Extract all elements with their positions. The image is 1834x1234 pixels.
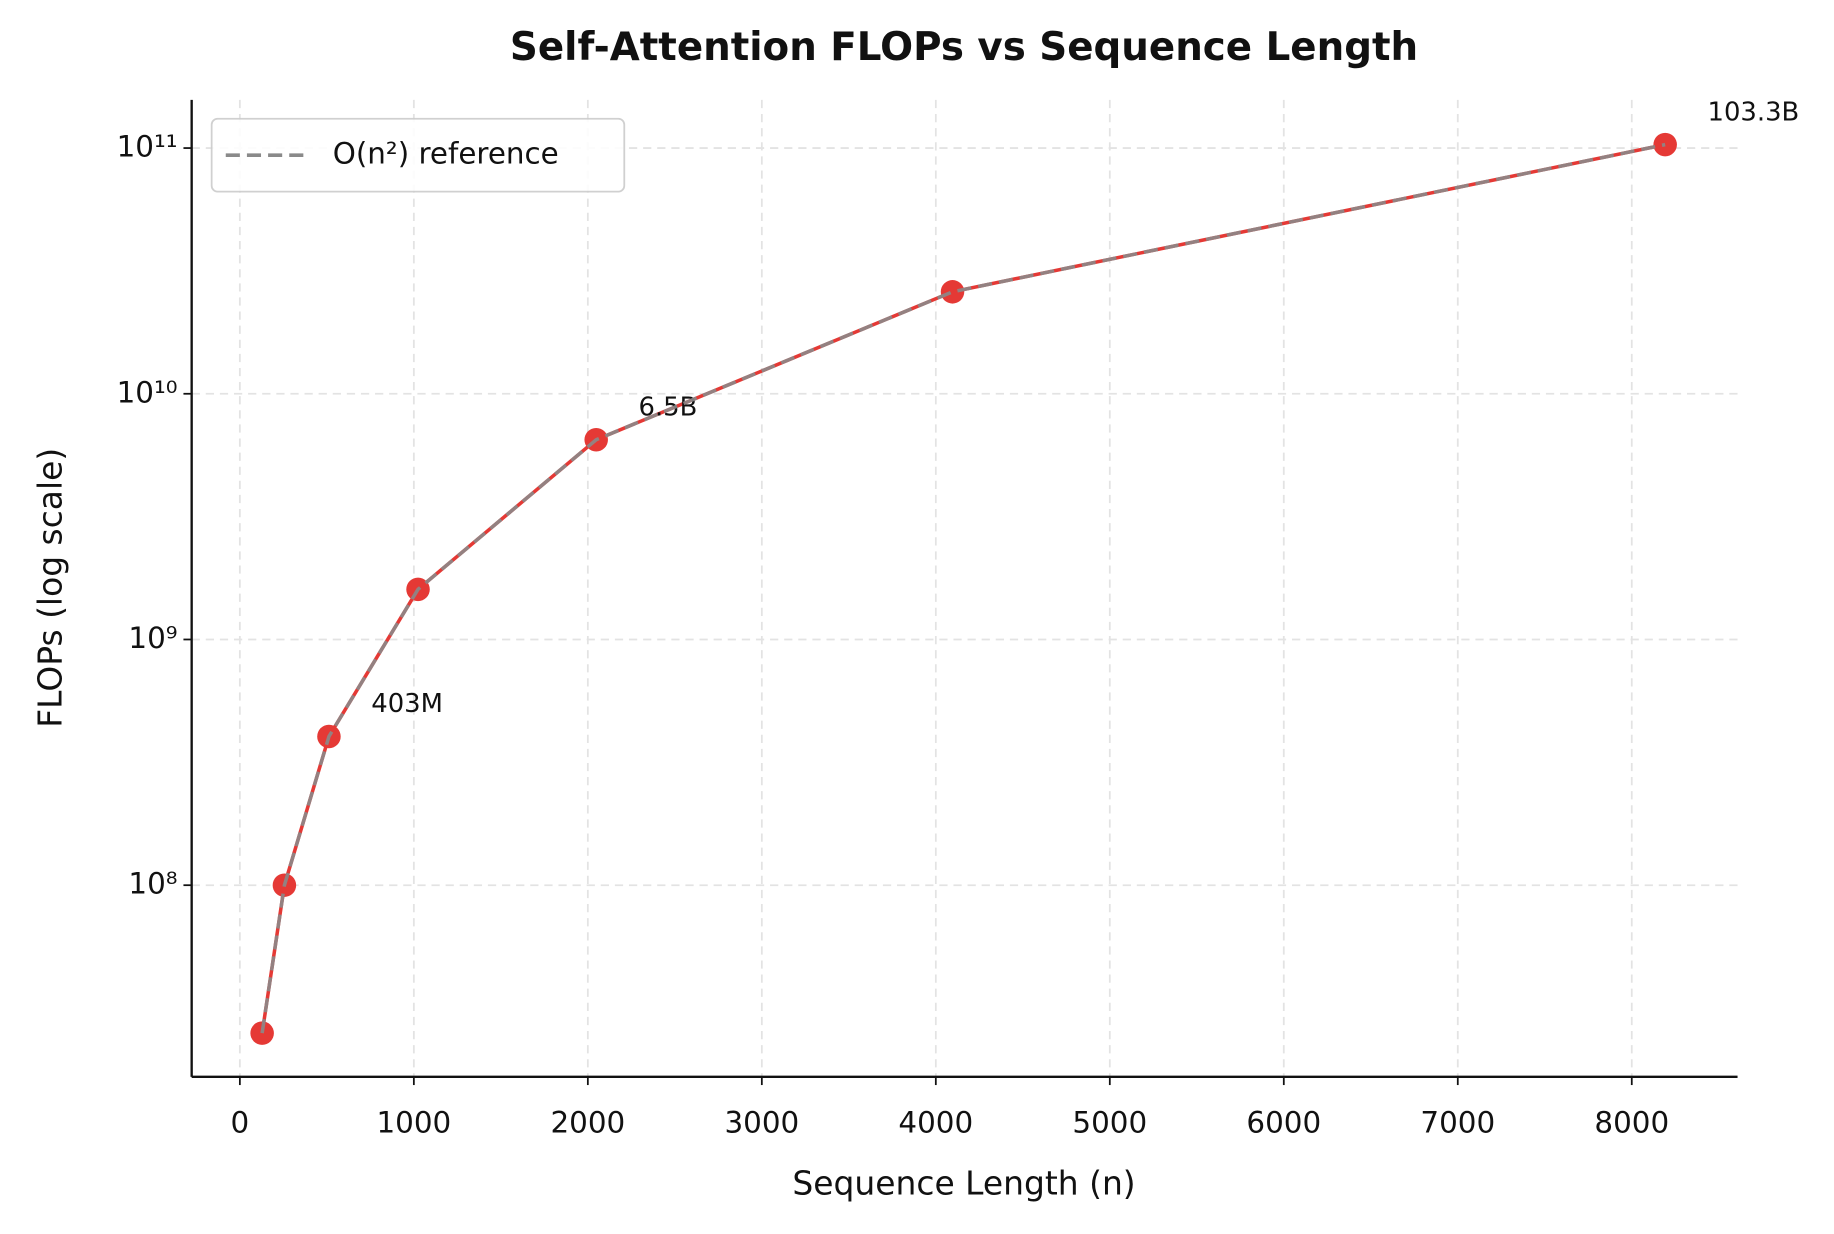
x-axis-label: Sequence Length (n) [792, 1163, 1135, 1202]
y-tick-label: 10¹⁰ [117, 375, 178, 409]
x-tick-label: 4000 [898, 1105, 973, 1139]
value-label: 403M [371, 689, 443, 719]
legend: O(n²) reference [210, 117, 626, 193]
x-tick-label: 1000 [376, 1105, 451, 1139]
x-tick-label: 7000 [1420, 1105, 1495, 1139]
x-tick-label: 6000 [1246, 1105, 1321, 1139]
y-axis-label: FLOPs (log scale) [30, 448, 69, 728]
legend-label: O(n²) reference [333, 137, 559, 171]
x-tick-label: 8000 [1594, 1105, 1669, 1139]
data-point [940, 280, 965, 304]
value-label: 103.3B [1707, 97, 1799, 127]
x-tick-label: 0 [231, 1105, 250, 1139]
y-tick-label: 10⁹ [128, 621, 177, 655]
legend-box [210, 117, 626, 193]
y-tick-label: 10¹¹ [117, 130, 178, 164]
reference-line [260, 142, 1666, 1034]
x-tick-label: 5000 [1072, 1105, 1147, 1139]
x-tick-label: 3000 [724, 1105, 799, 1139]
data-line [260, 142, 1666, 1034]
chart-title: Self-Attention FLOPs vs Sequence Length [510, 25, 1418, 70]
y-tick-label: 10⁸ [128, 867, 177, 901]
x-tick-label: 2000 [550, 1105, 625, 1139]
